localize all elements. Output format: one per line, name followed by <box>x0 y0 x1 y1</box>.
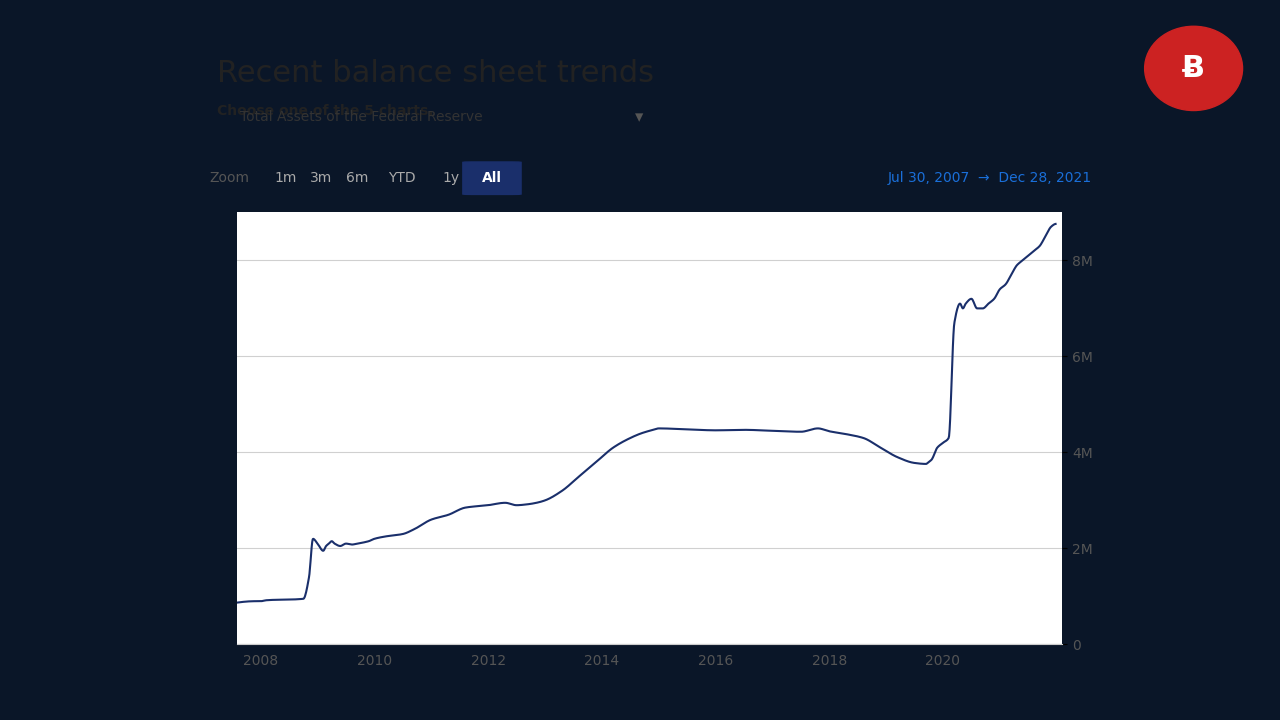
Text: YTD: YTD <box>388 171 416 185</box>
Text: Recent balance sheet trends: Recent balance sheet trends <box>218 59 654 88</box>
Text: Zoom: Zoom <box>209 171 250 185</box>
Text: 3m: 3m <box>310 171 333 185</box>
Text: 6m: 6m <box>346 171 369 185</box>
Text: Choose one of the 5 charts.: Choose one of the 5 charts. <box>218 104 434 118</box>
Text: 1y: 1y <box>443 171 460 185</box>
Text: Total Assets of the Federal Reserve: Total Assets of the Federal Reserve <box>241 110 483 124</box>
Text: All: All <box>481 171 502 185</box>
Text: Jul 30, 2007  →  Dec 28, 2021: Jul 30, 2007 → Dec 28, 2021 <box>888 171 1092 185</box>
Text: 1m: 1m <box>274 171 297 185</box>
FancyBboxPatch shape <box>463 162 521 194</box>
Text: Ƀ: Ƀ <box>1181 54 1206 83</box>
Text: ▾: ▾ <box>635 108 644 126</box>
Circle shape <box>1144 27 1243 111</box>
